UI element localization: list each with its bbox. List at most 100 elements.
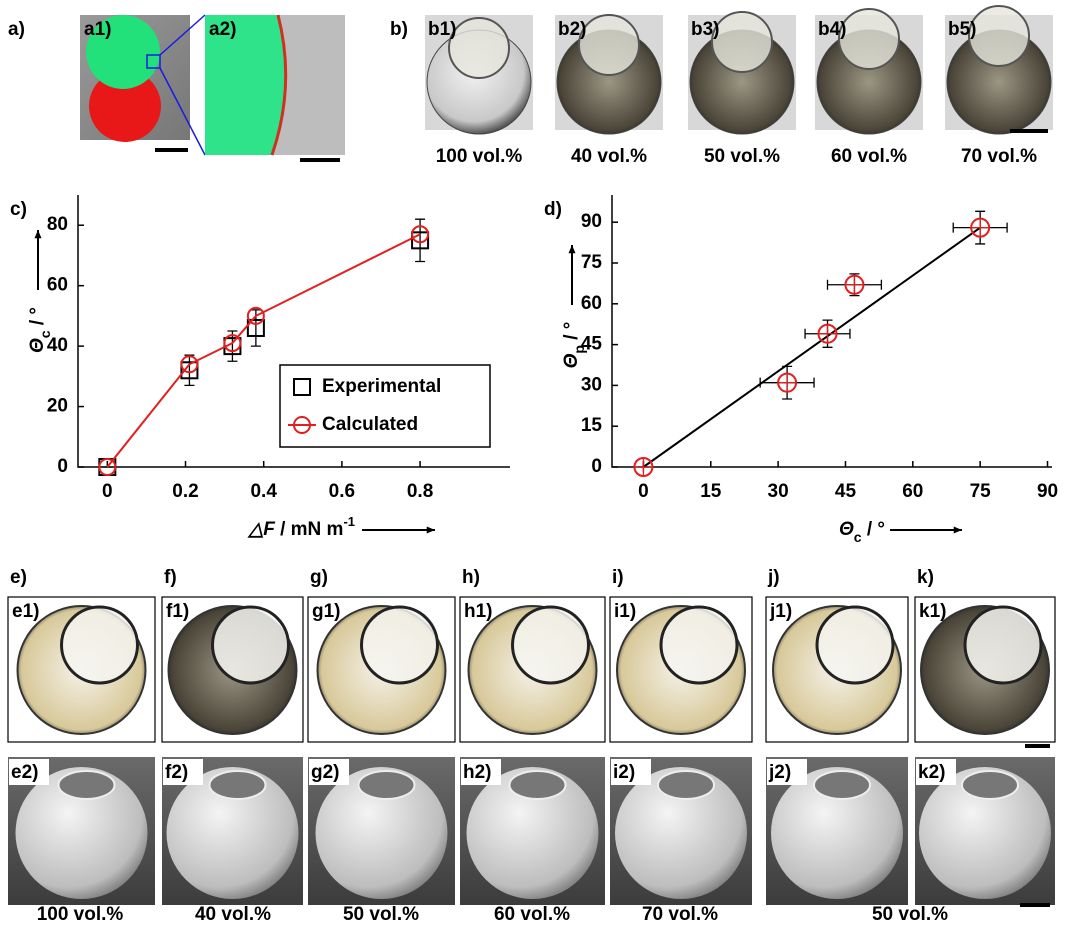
panel-label: e) [10,567,27,588]
subpanel-label: j2) [768,762,791,783]
droplet [969,6,1029,66]
subpanel-label: b3) [691,19,720,40]
panel-label: h) [462,567,480,588]
arrow-head [34,230,41,238]
label-part: / ° [561,322,582,345]
subpanel-label: g1) [312,601,341,622]
y-tick-label: 15 [581,415,603,436]
subpanel-label: b1) [428,19,457,40]
sem-hole [510,771,566,799]
x-tick-label: 0.6 [329,481,355,502]
x-tick-label: 0.2 [172,481,198,502]
subpanel-label: j1) [769,601,792,622]
y-tick-label: 75 [581,252,603,273]
subpanel-label: i2) [613,762,635,783]
subpanel-label: b5) [948,19,977,40]
subpanel-label: f2) [165,762,188,783]
legend-label: Calculated [322,414,418,435]
axes [612,195,1052,467]
x-tick-label: 0.8 [407,481,433,502]
caption: 70 vol.% [642,904,718,925]
x-tick-label: 75 [970,481,992,502]
y-tick-label: 0 [57,456,68,477]
x-tick-label: 60 [902,481,923,502]
error-bar [184,355,194,385]
panel-label: a) [8,19,25,40]
subpanel-label: a2) [209,19,236,40]
caption: 100 vol.% [37,904,124,925]
label-part: / mN m [275,519,344,540]
sem-hole [814,771,870,799]
panel-label: c) [10,199,27,220]
capsule-shell [213,607,289,683]
x-axis-label: Θc / ° [839,519,885,545]
capsule-shell [62,607,138,683]
subpanel-label: h1) [464,601,493,622]
x-tick-label: 30 [768,481,789,502]
trend-line [643,228,980,467]
y-tick-label: 0 [591,456,602,477]
panel-label: i) [612,567,624,588]
x-axis-label: △F / mN m-1 [247,514,355,540]
subpanel-label: k1) [919,601,946,622]
caption: 60 vol.% [494,904,570,925]
subpanel-label: e1) [12,601,39,622]
caption: 70 vol.% [961,146,1037,167]
legend-label: Experimental [322,376,441,397]
subpanel-label: k2) [918,762,945,783]
subpanel-label: f1) [166,601,189,622]
sem-hole [962,771,1018,799]
droplet [579,15,639,75]
arrow-head [954,526,962,533]
label-part: p [571,345,587,354]
caption: 50 vol.% [704,146,780,167]
y-tick-label: 20 [47,396,68,417]
subpanel-label: i1) [614,601,636,622]
caption: 40 vol.% [195,904,271,925]
x-tick-label: 15 [700,481,722,502]
droplet [712,12,772,72]
y-tick-label: 60 [581,293,602,314]
droplet [839,9,899,69]
caption: 100 vol.% [436,146,523,167]
label-part: -1 [343,514,355,529]
caption: 50 vol.% [872,904,948,925]
label-part: Θ [27,338,48,353]
capsule-shell [661,607,737,683]
subpanel-label: b2) [558,19,587,40]
capsule-shell [513,607,589,683]
y-tick-label: 80 [47,214,68,235]
subpanel-label: a1) [84,19,111,40]
label-part: c [854,529,862,545]
x-tick-label: 90 [1037,481,1058,502]
caption: 60 vol.% [831,146,907,167]
capsule-shell [817,607,893,683]
sem-hole [210,771,266,799]
x-tick-label: 0 [638,481,649,502]
caption: 40 vol.% [571,146,647,167]
panel-a: a) a1) a2) b) [8,15,408,160]
label-part: Θ [561,353,582,368]
x-tick-label: 0 [102,481,113,502]
panel-label: b) [390,19,408,40]
caption: 50 vol.% [343,904,419,925]
subpanel-label: b4) [818,19,847,40]
x-tick-label: 0.4 [250,481,277,502]
y-tick-label: 90 [581,211,602,232]
droplet [449,18,509,78]
sem-hole [359,771,415,799]
arrow-head [427,526,435,533]
y-tick-label: 30 [581,374,602,395]
sem-hole [59,771,115,799]
panel-label: d) [544,199,562,220]
sem-hole [658,771,714,799]
subpanel-label: g2) [311,762,340,783]
capsule-shell [965,607,1041,683]
panel-label: j) [767,567,780,588]
label-part: △F [247,519,277,540]
arrow-head [568,245,575,253]
subpanel-label: e2) [11,762,38,783]
panel-label: k) [917,567,934,588]
x-tick-label: 45 [835,481,857,502]
label-part: Θ [839,519,854,540]
